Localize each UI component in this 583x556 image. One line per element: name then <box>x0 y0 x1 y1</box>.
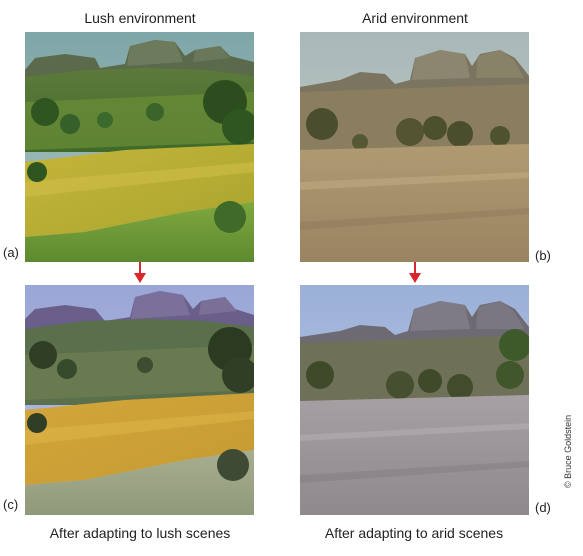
panel-label-b: (b) <box>535 248 551 263</box>
photo-after-adapting-arid <box>300 285 529 515</box>
caption-after-adapting-arid: After adapting to arid scenes <box>324 525 504 541</box>
photo-credit: © Bruce Goldstein <box>563 414 573 488</box>
panel-label-a: (a) <box>3 245 19 260</box>
panel-label-d: (d) <box>535 500 551 515</box>
photo-arid-environment <box>300 32 529 262</box>
caption-lush-environment: Lush environment <box>84 10 196 26</box>
down-arrow-icon <box>407 262 423 284</box>
photo-after-adapting-lush <box>25 285 254 515</box>
caption-after-adapting-lush: After adapting to lush scenes <box>49 525 231 541</box>
panel-label-c: (c) <box>3 497 19 512</box>
down-arrow-icon <box>132 262 148 284</box>
photo-lush-environment <box>25 32 254 262</box>
caption-arid-environment: Arid environment <box>362 10 468 26</box>
